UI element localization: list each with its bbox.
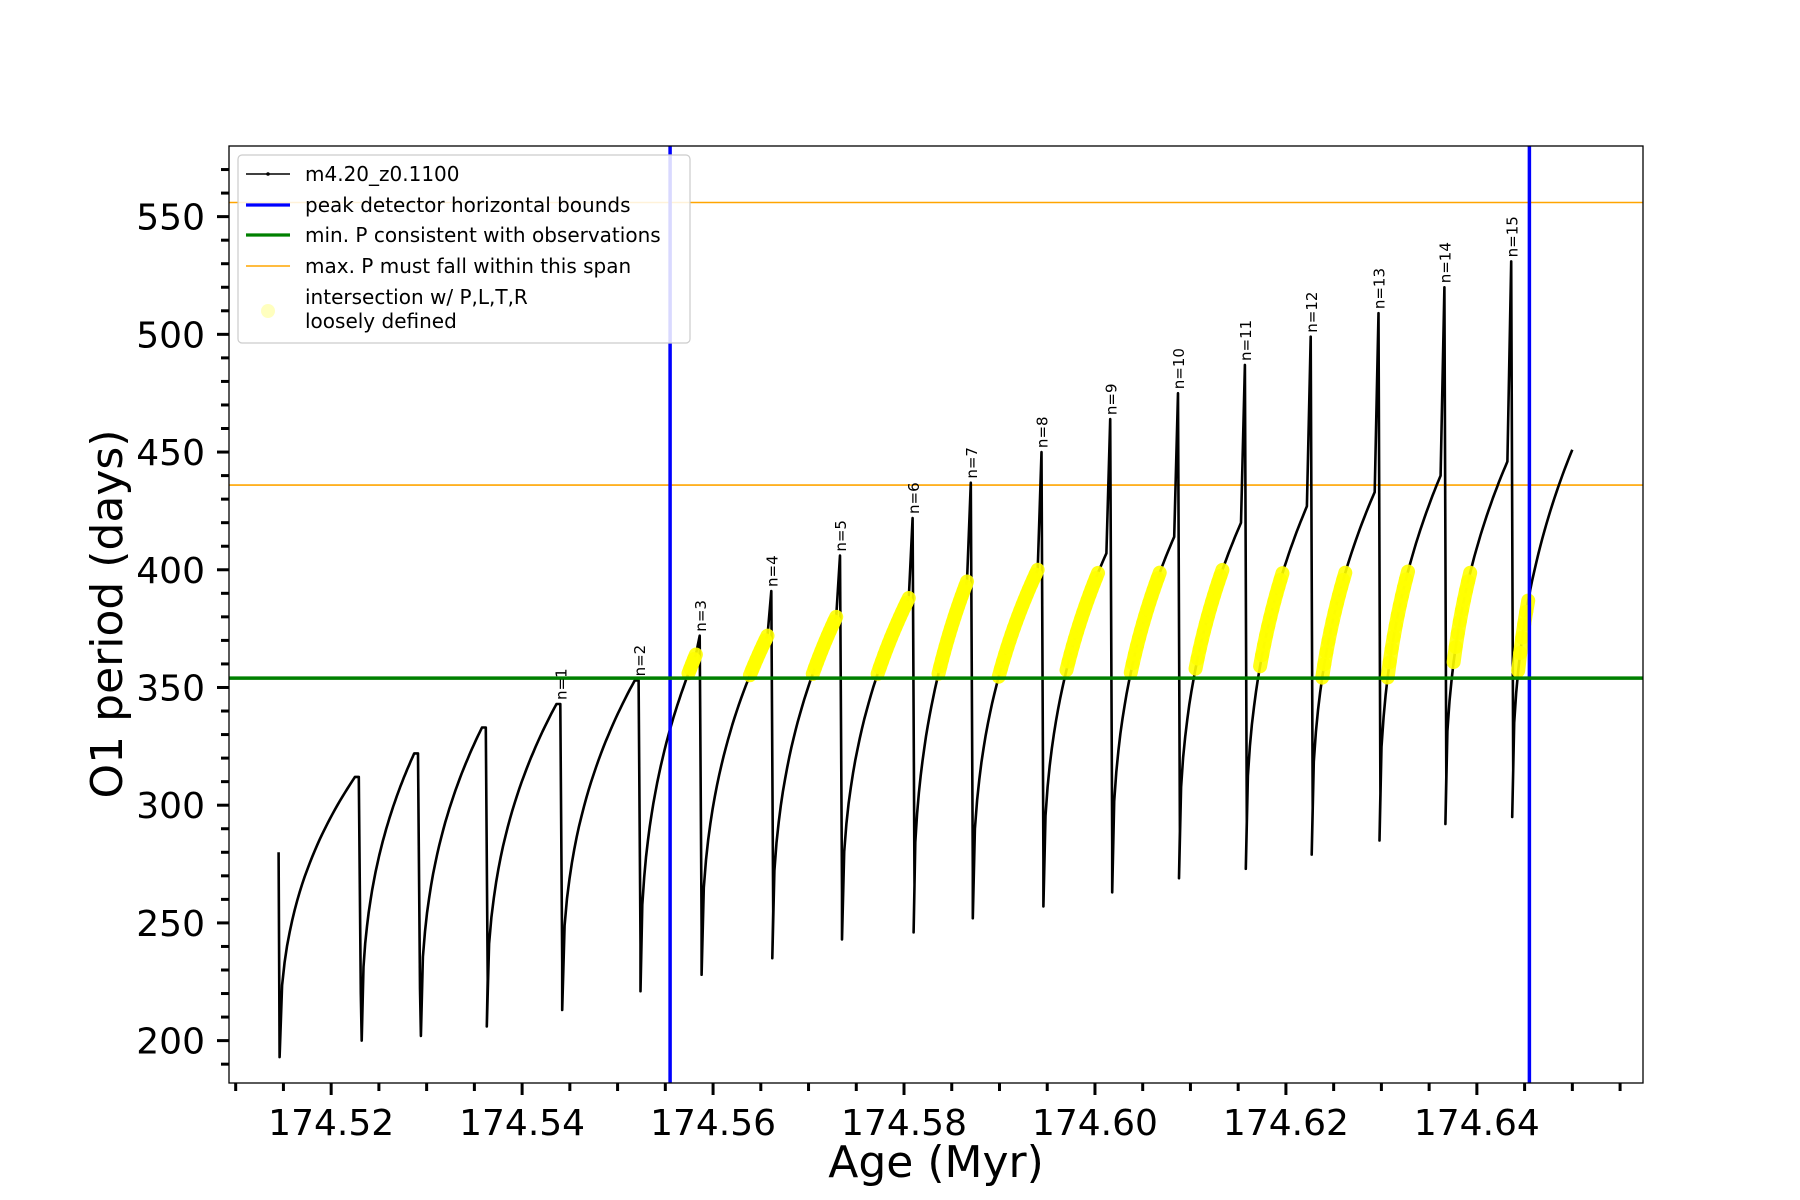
peak-label-n-5: n=5 [832,520,850,552]
peak-label-n-3: n=3 [692,600,710,632]
intersection-segment [1028,562,1045,582]
y-axis-title: O1 period (days) [82,430,133,799]
intersection-segment [1213,562,1230,583]
peak-label-n-14: n=14 [1437,242,1455,283]
peak-label-n-1: n=1 [552,668,570,700]
x-tick-label: 174.62 [1223,1103,1349,1144]
peak-label-n-13: n=13 [1371,268,1389,309]
legend-swatch-intersection [261,304,275,318]
peak-label-n-2: n=2 [631,645,649,677]
peak-label-n-7: n=7 [963,447,981,479]
legend-swatch-track-marker [266,172,270,176]
intersection-segment [687,647,703,667]
x-tick-label: 174.52 [268,1103,394,1144]
x-tick-label: 174.64 [1414,1103,1540,1144]
y-tick-label: 450 [136,433,205,474]
y-tick-label: 250 [136,904,205,945]
legend-label-intersection-line2: loosely defined [305,309,457,333]
peak-label-n-6: n=6 [905,482,923,514]
x-tick-label: 174.56 [650,1103,776,1144]
y-tick-label: 500 [136,315,205,356]
intersection-segment [1398,564,1416,587]
plot-frame [228,145,1644,1084]
y-tick-label: 350 [136,668,205,709]
x-tick-label: 174.54 [459,1103,585,1144]
intersection-segment [827,609,844,629]
legend-box [237,154,691,344]
y-tick-label: 300 [136,786,205,827]
intersection-segment [1088,565,1106,586]
intersection-segment [1461,565,1478,589]
legend: m4.20_z0.1100 peak detector horizontal b… [237,154,691,344]
legend-label-track: m4.20_z0.1100 [305,162,460,186]
y-tick-label: 550 [136,198,205,239]
intersection-segment [958,574,975,594]
intersection-segment [758,628,775,648]
peak-label-n-9: n=9 [1102,383,1120,415]
peak-label-n-11: n=11 [1237,320,1255,361]
legend-label-intersection-line1: intersection w/ P,L,T,R [305,285,528,309]
intersection-segment [1150,565,1167,586]
x-tick-label: 174.58 [841,1103,967,1144]
x-axis-title: Age (Myr) [828,1137,1044,1188]
y-tick-label: 400 [136,551,205,592]
y-tick-label: 200 [136,1022,205,1063]
peak-label-n-15: n=15 [1503,216,1521,257]
legend-label-max-period: max. P must fall within this span [305,254,631,278]
intersection-segment [899,591,916,610]
x-tick-label: 174.60 [1032,1103,1158,1144]
peak-label-n-8: n=8 [1034,416,1052,448]
legend-label-peak-bounds: peak detector horizontal bounds [305,193,631,217]
legend-label-min-period: min. P consistent with observations [305,223,661,247]
peak-label-n-4: n=4 [763,555,781,587]
intersection-segment [1273,566,1290,587]
peak-label-n-12: n=12 [1303,292,1321,333]
peak-label-n-10: n=10 [1170,348,1188,389]
intersection-segment [1336,565,1353,587]
